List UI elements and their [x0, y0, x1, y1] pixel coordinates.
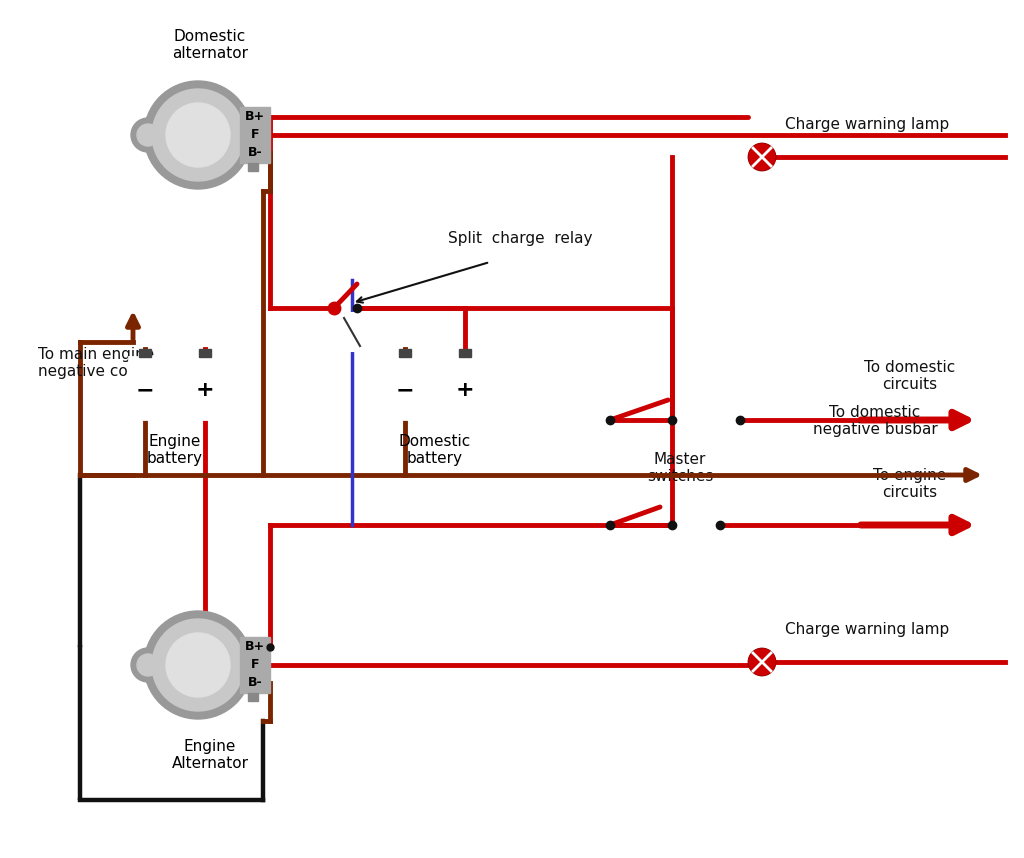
Text: Split  charge  relay: Split charge relay — [447, 231, 592, 245]
Bar — [248, 163, 258, 171]
Bar — [240, 107, 270, 163]
Circle shape — [749, 144, 775, 170]
Circle shape — [152, 619, 244, 711]
Bar — [341, 313, 362, 351]
Text: Domestic
alternator: Domestic alternator — [172, 28, 248, 61]
Bar — [139, 349, 151, 357]
Circle shape — [749, 649, 775, 675]
Text: B+: B+ — [245, 111, 265, 124]
Text: +: + — [456, 380, 474, 400]
Text: To domestic
circuits: To domestic circuits — [864, 360, 955, 392]
Text: Charge warning lamp: Charge warning lamp — [784, 117, 949, 132]
Circle shape — [166, 103, 230, 167]
Text: −: − — [395, 380, 415, 400]
Text: B-: B- — [248, 676, 262, 690]
Text: F: F — [251, 129, 259, 142]
Circle shape — [166, 633, 230, 697]
Text: Master
switches: Master switches — [647, 452, 713, 484]
Text: To main engine
negative connection: To main engine negative connection — [38, 347, 195, 379]
Text: Engine
battery: Engine battery — [147, 434, 203, 467]
Bar — [199, 349, 211, 357]
Text: Charge warning lamp: Charge warning lamp — [784, 622, 949, 637]
Circle shape — [152, 89, 244, 181]
Bar — [129, 357, 221, 419]
Text: Domestic
battery: Domestic battery — [399, 434, 471, 467]
Text: F: F — [251, 658, 259, 672]
Bar — [389, 357, 481, 419]
Circle shape — [131, 118, 165, 152]
Bar — [459, 349, 471, 357]
Text: To domestic
negative busbar: To domestic negative busbar — [813, 405, 937, 437]
Circle shape — [137, 654, 159, 676]
Bar — [248, 693, 258, 701]
Circle shape — [131, 648, 165, 682]
Circle shape — [144, 611, 252, 719]
Text: −: − — [136, 380, 155, 400]
Bar — [240, 637, 270, 693]
Text: B-: B- — [248, 147, 262, 160]
Text: To engine
circuits: To engine circuits — [873, 468, 946, 500]
Text: B+: B+ — [245, 641, 265, 654]
Text: +: + — [196, 380, 214, 400]
Circle shape — [144, 81, 252, 189]
Circle shape — [137, 124, 159, 146]
Text: Engine
Alternator: Engine Alternator — [171, 739, 249, 771]
Bar — [399, 349, 411, 357]
